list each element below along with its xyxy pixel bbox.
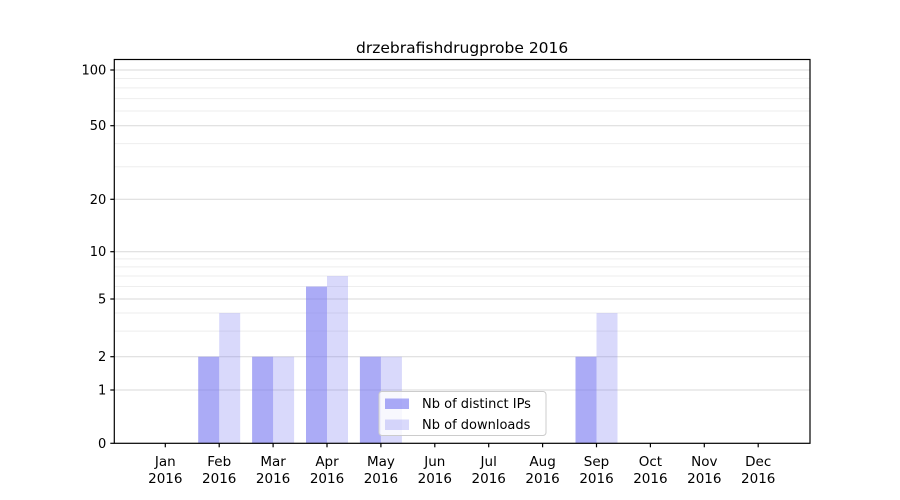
- x-tick-label-month: Nov: [691, 454, 717, 470]
- y-tick-label: 50: [90, 119, 107, 134]
- bar-mar-downloads: [273, 356, 295, 444]
- x-tick-label-month: May: [367, 454, 395, 470]
- y-tick-label: 2: [98, 350, 106, 365]
- x-tick-label-month: Apr: [315, 454, 339, 470]
- bar-sep-downloads: [596, 313, 618, 444]
- x-tick-label-year: 2016: [472, 471, 506, 487]
- bar-apr-downloads: [327, 276, 348, 444]
- x-tick-label-month: Mar: [260, 454, 286, 470]
- x-tick-label-year: 2016: [148, 471, 182, 487]
- x-tick-label-year: 2016: [256, 471, 290, 487]
- y-axis: 0 1 2 5 10 20 50 100: [81, 64, 115, 452]
- x-tick-label-month: Aug: [529, 454, 555, 470]
- x-tick-label-year: 2016: [633, 471, 667, 487]
- bar-mar-distinct-ips: [252, 356, 274, 444]
- x-tick-label-month: Jul: [480, 454, 497, 470]
- y-tick-label: 10: [90, 245, 107, 260]
- x-tick-label-month: Sep: [584, 454, 609, 470]
- y-tick-label: 1: [98, 384, 106, 399]
- x-tick-label-year: 2016: [579, 471, 613, 487]
- y-tick-label: 0: [98, 437, 106, 452]
- x-tick-label-year: 2016: [687, 471, 721, 487]
- x-tick-label-month: Dec: [745, 454, 771, 470]
- legend: Nb of distinct IPs Nb of downloads: [378, 391, 547, 436]
- legend-label: Nb of distinct IPs: [422, 397, 531, 412]
- x-tick-label-year: 2016: [741, 471, 775, 487]
- x-tick-label-year: 2016: [418, 471, 452, 487]
- x-tick-label-month: Jun: [423, 454, 445, 470]
- x-tick-label-year: 2016: [310, 471, 344, 487]
- minor-gridlines: [114, 77, 810, 332]
- x-tick-label-month: Jan: [154, 454, 176, 470]
- x-tick-label-year: 2016: [364, 471, 398, 487]
- legend-swatch-distinct-ips: [385, 398, 409, 409]
- legend-label: Nb of downloads: [422, 418, 531, 433]
- legend-box: [378, 391, 547, 436]
- y-tick-label: 20: [90, 193, 107, 208]
- x-tick-label-month: Oct: [639, 454, 662, 470]
- x-axis: Jan2016Feb2016Mar2016Apr2016May2016Jun20…: [148, 443, 775, 487]
- chart-title: drzebrafishdrugprobe 2016: [356, 39, 568, 57]
- y-tick-label: 100: [81, 64, 106, 79]
- bar-may-distinct-ips: [359, 356, 381, 444]
- bar-apr-distinct-ips: [306, 286, 327, 444]
- y-tick-label: 5: [98, 293, 106, 308]
- bar-sep-distinct-ips: [575, 356, 597, 444]
- x-tick-label-year: 2016: [202, 471, 236, 487]
- legend-swatch-downloads: [385, 419, 409, 430]
- bar-feb-distinct-ips: [198, 356, 220, 444]
- bars: [198, 276, 618, 444]
- bar-feb-downloads: [219, 313, 241, 444]
- major-gridlines: [114, 69, 810, 391]
- x-tick-label-year: 2016: [525, 471, 559, 487]
- x-tick-label-month: Feb: [207, 454, 231, 470]
